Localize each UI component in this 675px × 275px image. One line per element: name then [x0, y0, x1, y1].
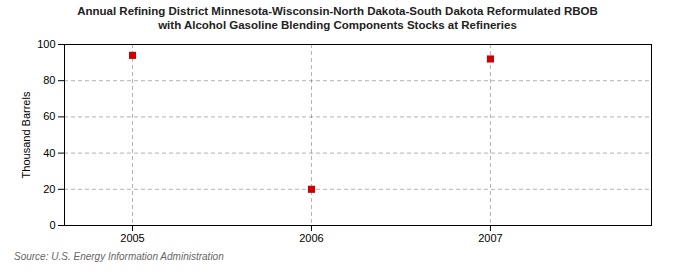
html-text:Source: U.S. Energy Informatio: Source: U.S. Energy Information Administ… [14, 251, 224, 262]
svg-text:40: 40 [43, 147, 55, 159]
svg-text:2005: 2005 [120, 232, 144, 244]
svg-text:0: 0 [49, 219, 55, 231]
svg-text:100: 100 [37, 38, 55, 50]
svg-text:60: 60 [43, 110, 55, 122]
svg-text:Thousand Barrels: Thousand Barrels [20, 91, 32, 178]
svg-text:2006: 2006 [299, 232, 323, 244]
svg-text:80: 80 [43, 74, 55, 86]
svg-text:2007: 2007 [478, 232, 502, 244]
html-text:with Alcohol Gasoline Blending: with Alcohol Gasoline Blending Component… [158, 19, 517, 31]
svg-text:20: 20 [43, 183, 55, 195]
html-text:Annual Refining District Minne: Annual Refining District Minnesota-Wisco… [77, 5, 598, 17]
